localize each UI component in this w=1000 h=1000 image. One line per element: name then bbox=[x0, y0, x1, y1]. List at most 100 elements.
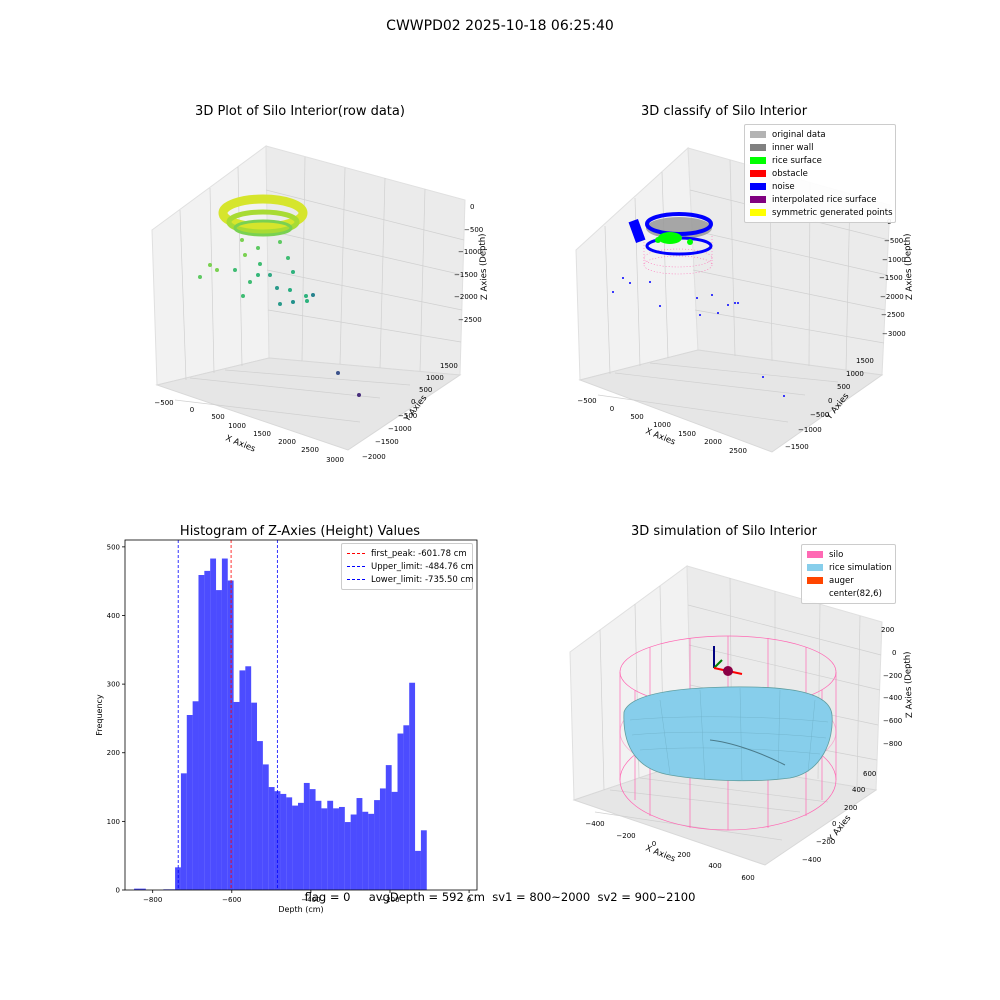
x-tick-label: −600 bbox=[222, 896, 241, 904]
classify-plot-title: 3D classify of Silo Interior bbox=[640, 104, 808, 119]
raw-ytick: 0 bbox=[411, 398, 415, 406]
histogram-ylabel: Frequency bbox=[95, 694, 104, 736]
simulation-rice-surface bbox=[623, 686, 833, 782]
simulation-legend: silo rice simulation auger center(82,6) bbox=[801, 544, 896, 604]
histogram-bar bbox=[403, 725, 410, 890]
raw-ztick: −500 bbox=[464, 226, 483, 234]
classify-xtick: 0 bbox=[610, 405, 614, 413]
histogram-bar bbox=[180, 773, 187, 890]
simulation-ztick: −600 bbox=[883, 717, 902, 725]
legend-line bbox=[347, 579, 365, 580]
classify-ztick: −3000 bbox=[882, 330, 906, 338]
classify-floor-pane bbox=[578, 349, 884, 453]
raw-points bbox=[198, 194, 361, 397]
raw-zlabel: Z Axies (Depth) bbox=[478, 233, 490, 300]
status-footer: flag = 0 avgDepth = 592 cm sv1 = 800~200… bbox=[304, 890, 696, 904]
legend-entry: rice surface bbox=[750, 154, 890, 167]
classify-legend: original data inner wall rice surface ob… bbox=[744, 124, 896, 223]
histogram-bar bbox=[262, 764, 269, 890]
classify-ytick: 500 bbox=[837, 383, 850, 391]
histogram-bar bbox=[210, 558, 217, 890]
histogram-bar bbox=[315, 800, 322, 890]
raw-grid bbox=[174, 156, 465, 423]
legend-swatch bbox=[750, 157, 766, 164]
legend-entry: rice simulation bbox=[807, 561, 892, 574]
histogram-bar bbox=[280, 793, 287, 890]
y-tick-label: 300 bbox=[107, 681, 120, 689]
histogram-bar bbox=[198, 575, 205, 890]
figure-title: CWWPD02 2025-10-18 06:25:40 bbox=[386, 18, 614, 34]
classify-ztick: −2500 bbox=[881, 311, 905, 319]
classify-zlabel: Z Axies (Depth) bbox=[903, 233, 915, 300]
y-tick-label: 100 bbox=[107, 818, 120, 826]
legend-line bbox=[347, 566, 365, 567]
histogram-bar bbox=[379, 788, 386, 890]
classify-ztick: −1000 bbox=[882, 256, 906, 264]
raw-xtick: 1500 bbox=[253, 430, 271, 438]
simulation-3d-plot: −400 −200 0 200 400 600 −400 −200 0 200 … bbox=[569, 565, 915, 882]
histogram-bar bbox=[415, 850, 421, 890]
simulation-ytick: 200 bbox=[844, 804, 857, 812]
raw-ring bbox=[218, 194, 308, 232]
histogram-bar bbox=[233, 701, 240, 890]
histogram-bar bbox=[227, 580, 234, 890]
histogram-bar bbox=[362, 811, 369, 890]
classify-xtick: 2500 bbox=[729, 447, 747, 455]
histogram-bar bbox=[356, 798, 363, 890]
legend-swatch bbox=[750, 131, 766, 138]
raw-ytick: 500 bbox=[419, 386, 432, 394]
legend-swatch bbox=[807, 564, 823, 571]
raw-floor-pane bbox=[155, 357, 462, 451]
classify-xtick: 1500 bbox=[678, 430, 696, 438]
histogram-bar bbox=[420, 830, 427, 890]
histogram-xlabel: Depth (cm) bbox=[278, 905, 323, 914]
raw-xtick: −500 bbox=[154, 399, 173, 407]
simulation-zlabel: Z Axies (Depth) bbox=[903, 651, 915, 718]
histogram-bar bbox=[204, 570, 211, 890]
simulation-xtick: 400 bbox=[708, 862, 721, 870]
simulation-ztick: 200 bbox=[881, 626, 894, 634]
simulation-ytick: 0 bbox=[832, 820, 836, 828]
raw-xtick: 3000 bbox=[326, 456, 344, 464]
raw-xtick: 500 bbox=[211, 413, 224, 421]
simulation-ytick: 600 bbox=[863, 770, 876, 778]
legend-swatch bbox=[750, 183, 766, 190]
simulation-ytick: −400 bbox=[802, 856, 821, 864]
histogram-bar bbox=[397, 733, 404, 890]
histogram-bar bbox=[245, 666, 252, 890]
classify-ytick: 1500 bbox=[856, 357, 874, 365]
legend-entry: obstacle bbox=[750, 167, 890, 180]
classify-ztick: −1500 bbox=[879, 274, 903, 282]
raw-ytick: −500 bbox=[398, 412, 417, 420]
histogram-bar bbox=[368, 813, 375, 890]
histogram-frame bbox=[124, 539, 478, 891]
histogram-bar bbox=[321, 808, 328, 890]
legend-entry: original data bbox=[750, 128, 890, 141]
raw-ztick: −2000 bbox=[454, 293, 478, 301]
histogram-bar bbox=[257, 741, 263, 890]
legend-entry: interpolated rice surface bbox=[750, 193, 890, 206]
histogram-bar bbox=[385, 765, 392, 890]
histogram-bar bbox=[139, 888, 146, 890]
simulation-plot-title: 3D simulation of Silo Interior bbox=[631, 524, 817, 539]
histogram-bar bbox=[409, 682, 416, 890]
classify-ztick: −2000 bbox=[880, 293, 904, 301]
histogram-bar bbox=[344, 822, 351, 890]
raw-plot-title: 3D Plot of Silo Interior(row data) bbox=[195, 104, 405, 119]
histogram-y-ticks: 0 100 200 300 400 500 bbox=[107, 543, 125, 895]
simulation-rice-mesh bbox=[629, 687, 829, 782]
legend-entry: silo bbox=[807, 548, 890, 561]
histogram-bar bbox=[175, 867, 181, 890]
histogram-reference-lines bbox=[177, 540, 278, 890]
simulation-ytick: −200 bbox=[816, 838, 835, 846]
classify-points bbox=[612, 212, 785, 397]
legend-entry: noise bbox=[750, 180, 890, 193]
simulation-ztick: 0 bbox=[892, 649, 896, 657]
simulation-xtick: −400 bbox=[585, 820, 604, 828]
classify-xtick: −500 bbox=[577, 397, 596, 405]
simulation-floor-pane bbox=[572, 759, 878, 866]
legend-entry: Lower_limit: -735.50 cm bbox=[347, 573, 473, 586]
classify-xtick: 1000 bbox=[653, 421, 671, 429]
histogram-bar bbox=[216, 590, 222, 890]
classify-ytick: −1500 bbox=[785, 443, 809, 451]
